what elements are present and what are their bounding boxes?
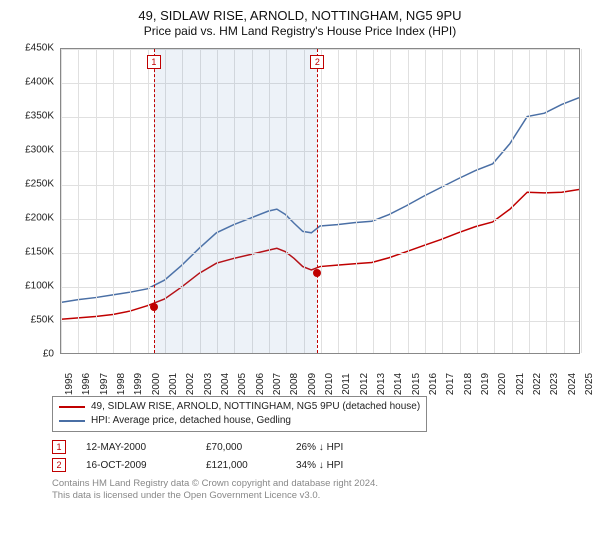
x-tick-label: 2009 — [307, 373, 318, 395]
transaction-number-box: 2 — [52, 458, 66, 472]
x-tick-label: 1996 — [81, 373, 92, 395]
y-tick-label: £300K — [25, 145, 54, 156]
transactions-table: 1 12-MAY-2000 £70,000 26% ↓ HPI 2 16-OCT-2009… — [52, 438, 588, 474]
sale-point-dot — [150, 303, 158, 311]
plot-region: 12 — [60, 48, 580, 354]
legend-item: HPI: Average price, detached house, Gedl… — [59, 414, 420, 428]
transaction-row: 1 12-MAY-2000 £70,000 26% ↓ HPI — [52, 438, 588, 456]
sale-marker-box: 2 — [310, 55, 324, 69]
x-tick-label: 1998 — [116, 373, 127, 395]
chart-title: 49, SIDLAW RISE, ARNOLD, NOTTINGHAM, NG5… — [12, 8, 588, 23]
legend-item: 49, SIDLAW RISE, ARNOLD, NOTTINGHAM, NG5… — [59, 400, 420, 414]
x-tick-label: 1999 — [133, 373, 144, 395]
transaction-date: 16-OCT-2009 — [86, 460, 186, 471]
attribution-line1: Contains HM Land Registry data © Crown c… — [52, 478, 588, 490]
transaction-row: 2 16-OCT-2009 £121,000 34% ↓ HPI — [52, 456, 588, 474]
transaction-vs-hpi: 34% ↓ HPI — [296, 460, 386, 471]
x-tick-label: 2003 — [203, 373, 214, 395]
sale-marker-box: 1 — [147, 55, 161, 69]
legend-swatch — [59, 406, 85, 408]
x-tick-label: 2015 — [411, 373, 422, 395]
x-tick-label: 2005 — [237, 373, 248, 395]
transaction-price: £70,000 — [206, 442, 276, 453]
y-tick-label: £200K — [25, 213, 54, 224]
x-tick-label: 2020 — [497, 373, 508, 395]
x-tick-label: 2004 — [220, 373, 231, 395]
x-tick-label: 2010 — [324, 373, 335, 395]
x-tick-label: 2017 — [445, 373, 456, 395]
x-tick-label: 1995 — [64, 373, 75, 395]
transaction-number-box: 1 — [52, 440, 66, 454]
y-tick-label: £100K — [25, 281, 54, 292]
x-tick-label: 2007 — [272, 373, 283, 395]
x-tick-label: 2013 — [376, 373, 387, 395]
legend-label: HPI: Average price, detached house, Gedl… — [91, 414, 291, 428]
transaction-date: 12-MAY-2000 — [86, 442, 186, 453]
legend-label: 49, SIDLAW RISE, ARNOLD, NOTTINGHAM, NG5… — [91, 400, 420, 414]
y-tick-label: £50K — [31, 315, 54, 326]
chart-area: £0 £50K £100K £150K £200K £250K £300K £350K £400… — [12, 44, 588, 394]
attribution: Contains HM Land Registry data © Crown c… — [52, 478, 588, 502]
x-tick-label: 2012 — [359, 373, 370, 395]
x-tick-label: 2002 — [185, 373, 196, 395]
y-tick-label: £450K — [25, 43, 54, 54]
legend-swatch — [59, 420, 85, 422]
y-tick-label: £350K — [25, 111, 54, 122]
x-tick-label: 2025 — [584, 373, 595, 395]
x-tick-label: 2023 — [549, 373, 560, 395]
x-tick-label: 2016 — [428, 373, 439, 395]
x-tick-label: 2006 — [255, 373, 266, 395]
transaction-price: £121,000 — [206, 460, 276, 471]
transaction-vs-hpi: 26% ↓ HPI — [296, 442, 386, 453]
y-tick-label: £0 — [43, 349, 54, 360]
x-tick-label: 2014 — [393, 373, 404, 395]
x-tick-label: 2011 — [341, 373, 352, 395]
y-tick-label: £150K — [25, 247, 54, 258]
x-tick-label: 1997 — [99, 373, 110, 395]
legend: 49, SIDLAW RISE, ARNOLD, NOTTINGHAM, NG5… — [52, 396, 582, 432]
x-tick-label: 2018 — [463, 373, 474, 395]
x-tick-label: 2001 — [168, 373, 179, 395]
ownership-band — [154, 49, 317, 353]
y-tick-label: £400K — [25, 77, 54, 88]
y-tick-label: £250K — [25, 179, 54, 190]
series-line-property — [61, 189, 579, 319]
x-tick-label: 2021 — [515, 373, 526, 395]
sale-point-dot — [313, 269, 321, 277]
x-tick-label: 2000 — [151, 373, 162, 395]
x-tick-label: 2019 — [480, 373, 491, 395]
chart-subtitle: Price paid vs. HM Land Registry's House … — [12, 24, 588, 38]
x-tick-label: 2024 — [567, 373, 578, 395]
attribution-line2: This data is licensed under the Open Gov… — [52, 490, 588, 502]
x-tick-label: 2008 — [289, 373, 300, 395]
x-tick-label: 2022 — [532, 373, 543, 395]
